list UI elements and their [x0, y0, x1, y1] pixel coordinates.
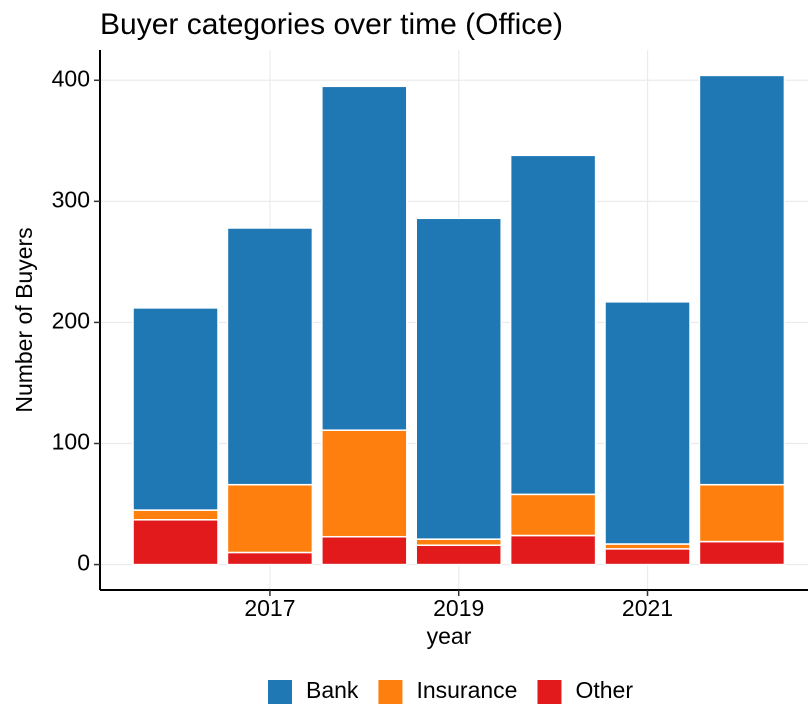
legend-swatch — [268, 680, 292, 704]
chart-title: Buyer categories over time (Office) — [100, 8, 563, 41]
y-axis-title: Number of Buyers — [11, 227, 37, 412]
bar-segment — [132, 519, 219, 566]
bar-segment — [321, 429, 408, 538]
y-tick-label: 200 — [52, 307, 90, 333]
legend: Bank Insurance Other — [268, 677, 633, 704]
y-tick-label: 0 — [77, 550, 90, 576]
bar-segment — [321, 535, 408, 566]
bar-segment — [226, 227, 314, 486]
bar-segment — [132, 307, 219, 511]
bar-segment — [509, 154, 597, 496]
bar-segment — [604, 548, 691, 566]
bar-segment — [698, 540, 786, 566]
legend-label: Bank — [306, 677, 359, 703]
bar-segment — [415, 217, 502, 540]
bar-segment — [415, 544, 502, 566]
bar-segment — [509, 493, 597, 537]
bar-segment — [698, 74, 786, 486]
legend-swatch — [378, 680, 403, 704]
bar-segment — [698, 483, 786, 543]
y-tick-label: 100 — [52, 429, 90, 455]
y-tick-label: 400 — [52, 65, 90, 91]
x-axis-title: year — [427, 623, 472, 649]
bar-segment — [321, 85, 408, 431]
legend-swatch — [537, 680, 562, 704]
bar-segment — [226, 483, 314, 554]
legend-label: Insurance — [416, 677, 517, 703]
legend-label: Other — [575, 677, 633, 703]
x-tick-label: 2021 — [622, 595, 673, 621]
y-tick-label: 300 — [52, 186, 90, 212]
bar-segment — [415, 538, 502, 546]
bar-segment — [604, 301, 691, 545]
bar-segment — [509, 534, 597, 566]
bar-segment — [132, 509, 219, 521]
bar-segment — [226, 551, 314, 566]
x-tick-label: 2019 — [433, 595, 484, 621]
x-tick-label: 2017 — [244, 595, 295, 621]
